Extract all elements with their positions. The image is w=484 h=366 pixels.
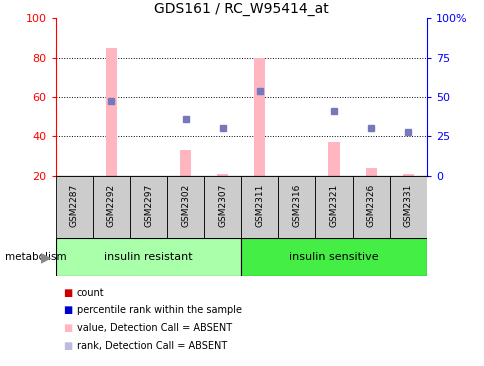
Bar <box>130 176 166 238</box>
Title: GDS161 / RC_W95414_at: GDS161 / RC_W95414_at <box>153 2 328 16</box>
Bar <box>241 176 278 238</box>
Bar <box>204 176 241 238</box>
Bar <box>166 176 204 238</box>
Text: GSM2331: GSM2331 <box>403 184 412 227</box>
Bar <box>180 150 191 176</box>
Text: GSM2321: GSM2321 <box>329 184 338 227</box>
Text: ■: ■ <box>63 340 72 351</box>
Text: ▶: ▶ <box>41 250 51 264</box>
Bar <box>56 176 93 238</box>
Text: GSM2292: GSM2292 <box>106 184 116 227</box>
Text: insulin sensitive: insulin sensitive <box>288 252 378 262</box>
Bar <box>365 168 376 176</box>
Text: GSM2326: GSM2326 <box>366 184 375 227</box>
Text: ■: ■ <box>63 323 72 333</box>
Text: rank, Detection Call = ABSENT: rank, Detection Call = ABSENT <box>76 340 227 351</box>
Bar <box>217 174 228 176</box>
Bar <box>278 176 315 238</box>
Bar <box>389 176 426 238</box>
Text: ■: ■ <box>63 305 72 315</box>
Bar <box>328 142 339 176</box>
Bar <box>402 174 413 176</box>
Text: GSM2297: GSM2297 <box>144 184 153 227</box>
Text: GSM2287: GSM2287 <box>70 184 79 227</box>
Text: GSM2302: GSM2302 <box>181 184 190 227</box>
Bar <box>315 176 352 238</box>
Bar <box>106 48 117 176</box>
Text: insulin resistant: insulin resistant <box>104 252 193 262</box>
Bar <box>93 176 130 238</box>
Bar <box>254 57 265 176</box>
Text: percentile rank within the sample: percentile rank within the sample <box>76 305 241 315</box>
Text: metabolism: metabolism <box>5 252 66 262</box>
Text: value, Detection Call = ABSENT: value, Detection Call = ABSENT <box>76 323 231 333</box>
Bar <box>56 238 241 276</box>
Bar <box>352 176 389 238</box>
Text: GSM2311: GSM2311 <box>255 184 264 227</box>
Bar <box>241 238 426 276</box>
Text: GSM2316: GSM2316 <box>292 184 301 227</box>
Text: ■: ■ <box>63 288 72 298</box>
Text: GSM2307: GSM2307 <box>218 184 227 227</box>
Text: count: count <box>76 288 104 298</box>
